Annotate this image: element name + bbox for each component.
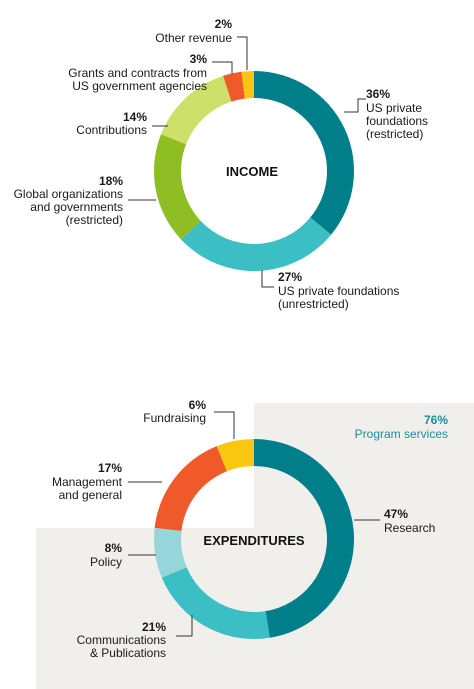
exp-pct-6: 6%	[189, 398, 207, 412]
exp-label-47-line1: Research	[384, 521, 435, 535]
exp-pct-21: 21%	[142, 620, 166, 634]
exp-label-47: 47% Research	[384, 507, 435, 535]
exp-label-17-line2: and general	[59, 488, 122, 502]
income-label-36: 36% US private foundations (restricted)	[366, 87, 428, 141]
exp-label-6-line1: Fundraising	[143, 411, 206, 425]
income-pct-2: 2%	[215, 17, 233, 31]
income-slice-3	[223, 71, 245, 102]
exp-label-21: 21% Communications & Publications	[77, 620, 167, 660]
expenditures-donut-chart	[154, 439, 355, 639]
income-pct-14: 14%	[123, 110, 147, 124]
income-label-3-line1: Grants and contracts from	[68, 66, 207, 80]
income-label-27-line2: (unrestricted)	[278, 297, 349, 311]
program-services-background	[36, 403, 474, 689]
income-pct-36: 36%	[366, 87, 390, 101]
income-donut-chart	[154, 71, 354, 271]
income-label-14: 14% Contributions	[76, 110, 147, 137]
income-label-3-line2: US government agencies	[72, 79, 207, 93]
income-slice-36	[254, 71, 354, 235]
income-label-18-line3: (restricted)	[66, 213, 123, 227]
expenditures-leader-lines	[128, 411, 380, 637]
program-services-pct: 76%	[424, 413, 448, 427]
income-label-18: 18% Global organizations and governments…	[14, 174, 124, 227]
income-label-2: 2% Other revenue	[155, 17, 232, 45]
exp-label-21-line1: Communications	[77, 633, 166, 647]
income-label-27: 27% US private foundations (unrestricted…	[278, 270, 399, 311]
exp-slice-17	[154, 446, 227, 531]
income-center-label: INCOME	[226, 164, 278, 179]
exp-pct-8: 8%	[105, 541, 123, 555]
exp-slice-21	[161, 567, 270, 639]
income-label-36-line2: foundations	[366, 114, 428, 128]
exp-label-8-line1: Policy	[90, 555, 122, 569]
expenditures-center-label: EXPENDITURES	[203, 533, 304, 548]
program-services-label: Program services	[355, 427, 448, 441]
income-label-3: 3% Grants and contracts from US governme…	[68, 52, 207, 93]
income-leader-lines	[128, 36, 366, 288]
income-slice-27	[181, 217, 332, 271]
income-label-36-line3: (restricted)	[366, 127, 423, 141]
income-pct-27: 27%	[278, 270, 302, 284]
exp-slice-8	[154, 527, 187, 578]
exp-label-21-line2: & Publications	[90, 646, 166, 660]
income-slice-18	[154, 134, 201, 240]
income-label-14-line1: Contributions	[76, 123, 147, 137]
income-pct-3: 3%	[190, 52, 208, 66]
income-label-18-line2: and governments	[30, 200, 123, 214]
exp-slice-6	[216, 439, 254, 472]
exp-slice-47	[254, 439, 355, 638]
exp-label-17-line1: Management	[52, 475, 123, 489]
income-label-36-line1: US private	[366, 101, 422, 115]
exp-label-6: 6% Fundraising	[143, 398, 206, 425]
income-slice-2	[241, 71, 254, 99]
income-slice-14	[161, 75, 232, 145]
exp-pct-47: 47%	[384, 507, 408, 521]
exp-label-8: 8% Policy	[90, 541, 122, 569]
exp-label-17: 17% Management and general	[52, 461, 123, 502]
income-label-27-line1: US private foundations	[278, 284, 399, 298]
income-pct-18: 18%	[99, 174, 123, 188]
income-label-18-line1: Global organizations	[14, 187, 123, 201]
exp-pct-17: 17%	[98, 461, 122, 475]
income-label-2-line1: Other revenue	[155, 31, 232, 45]
